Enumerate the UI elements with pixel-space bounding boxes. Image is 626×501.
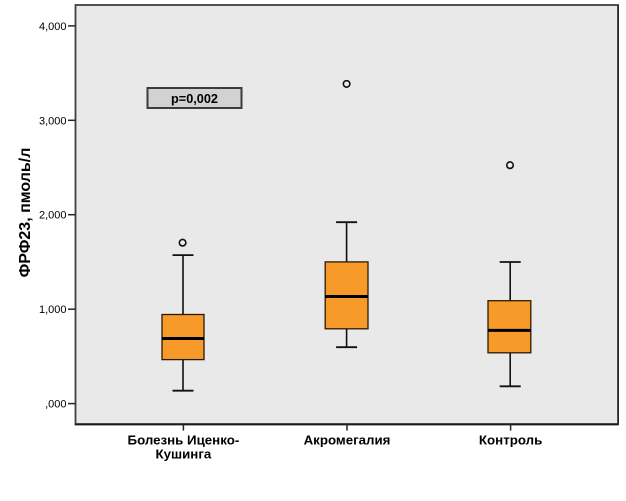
svg-text:Кушинга: Кушинга	[156, 447, 212, 462]
svg-text:ФРФ23, пмоль/л: ФРФ23, пмоль/л	[17, 148, 34, 278]
svg-text:1,000: 1,000	[39, 304, 67, 316]
svg-text:3,000: 3,000	[39, 115, 67, 127]
svg-text:Болезнь Иценко-: Болезнь Иценко-	[128, 433, 240, 448]
svg-text:p=0,002: p=0,002	[171, 92, 218, 106]
svg-text:,000: ,000	[45, 399, 66, 411]
svg-text:2,000: 2,000	[39, 210, 67, 222]
svg-text:4,000: 4,000	[39, 21, 67, 33]
svg-text:Акромегалия: Акромегалия	[304, 433, 391, 448]
svg-text:Контроль: Контроль	[479, 433, 542, 448]
